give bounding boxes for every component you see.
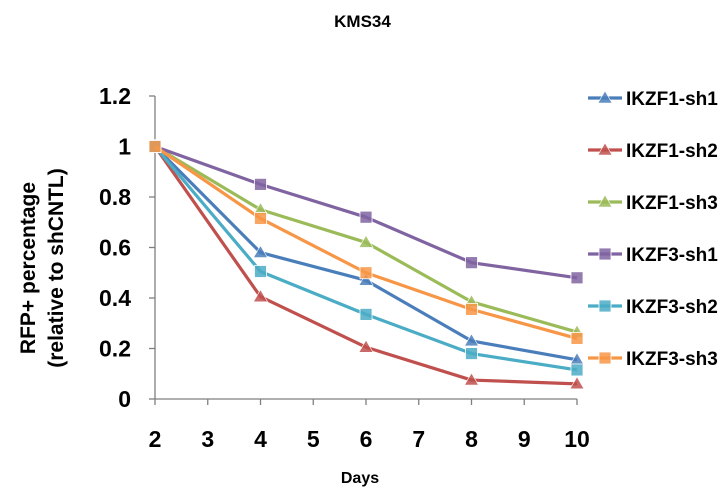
legend-label: IKZF3-sh1 xyxy=(626,245,718,266)
data-point xyxy=(465,347,478,360)
y-tick-label: 0.2 xyxy=(99,336,131,362)
x-tick-label: 4 xyxy=(254,426,267,452)
data-point xyxy=(359,210,373,224)
x-tick-label: 2 xyxy=(149,426,162,452)
data-point xyxy=(359,266,373,280)
y-tick-label: 0.8 xyxy=(99,184,131,210)
series-IKZF1-sh2 xyxy=(147,138,585,390)
legend-swatch-marker xyxy=(598,247,612,261)
data-point xyxy=(569,376,585,390)
y-tick-label: 1.2 xyxy=(99,83,131,109)
chart-title: KMS34 xyxy=(334,12,391,31)
y-axis-label-line1: RFP+ percentage xyxy=(17,182,40,354)
data-point xyxy=(358,272,374,286)
legend-item: IKZF3-sh3 xyxy=(588,349,718,370)
legend-item: IKZF3-sh2 xyxy=(588,297,718,318)
legend-swatch-marker xyxy=(597,90,613,104)
series-IKZF3-sh1 xyxy=(148,140,584,285)
data-point xyxy=(358,234,374,248)
legend: IKZF1-sh1 IKZF1-sh2 IKZF1-sh3 IKZF3-sh1 IKZF… xyxy=(588,89,718,370)
data-point xyxy=(358,339,374,353)
data-point xyxy=(359,308,373,321)
data-point xyxy=(254,177,267,191)
legend-swatch-marker xyxy=(598,351,612,365)
data-point xyxy=(252,289,269,303)
legend-swatch-marker xyxy=(597,142,613,156)
series-line xyxy=(153,145,578,372)
legend-label: IKZF3-sh2 xyxy=(626,297,718,318)
legend-label: IKZF3-sh3 xyxy=(626,349,718,370)
data-point xyxy=(463,372,480,386)
data-point xyxy=(463,333,480,347)
legend-label: IKZF1-sh1 xyxy=(626,89,718,110)
y-tick-label: 0 xyxy=(118,386,131,412)
legend-label: IKZF1-sh2 xyxy=(626,141,718,162)
data-point xyxy=(254,212,267,225)
y-tick-label: 1 xyxy=(118,134,131,160)
x-axis-label: Days xyxy=(340,470,380,487)
x-tick-label: 8 xyxy=(465,426,478,452)
legend-label: IKZF1-sh3 xyxy=(626,193,718,214)
series-IKZF3-sh3 xyxy=(148,140,584,345)
data-point xyxy=(570,331,584,345)
data-point xyxy=(254,265,267,278)
y-tick-label: 0.6 xyxy=(99,235,131,261)
legend-item: IKZF1-sh1 xyxy=(588,89,718,110)
x-tick-label: 3 xyxy=(201,426,214,452)
x-tick-label: 5 xyxy=(307,426,320,452)
data-point xyxy=(465,256,478,270)
y-axis-label-line2: (relative to shCNTL) xyxy=(45,168,68,368)
series-line xyxy=(153,145,578,362)
data-point xyxy=(570,271,584,285)
x-tick-label: 7 xyxy=(412,426,425,452)
data-point xyxy=(252,244,269,258)
axes: 0 0.2 0.4 0.6 0.8 1 1.2 2 3 4 5 6 7 8 9 10 xyxy=(99,83,590,452)
legend-item: IKZF3-sh1 xyxy=(588,245,718,266)
data-point xyxy=(148,140,162,153)
x-tick-label: 9 xyxy=(518,426,531,452)
legend-swatch-marker xyxy=(598,299,612,313)
legend-item: IKZF1-sh3 xyxy=(588,193,718,214)
x-tick-label: 6 xyxy=(360,426,373,452)
data-point xyxy=(465,302,478,316)
legend-swatch-marker xyxy=(597,194,613,208)
x-tick-label: 10 xyxy=(564,426,590,452)
data-point xyxy=(570,363,584,377)
legend-item: IKZF1-sh2 xyxy=(588,141,718,162)
y-tick-label: 0.4 xyxy=(99,285,131,311)
series-lines xyxy=(147,138,585,390)
series-IKZF1-sh1 xyxy=(147,138,585,366)
